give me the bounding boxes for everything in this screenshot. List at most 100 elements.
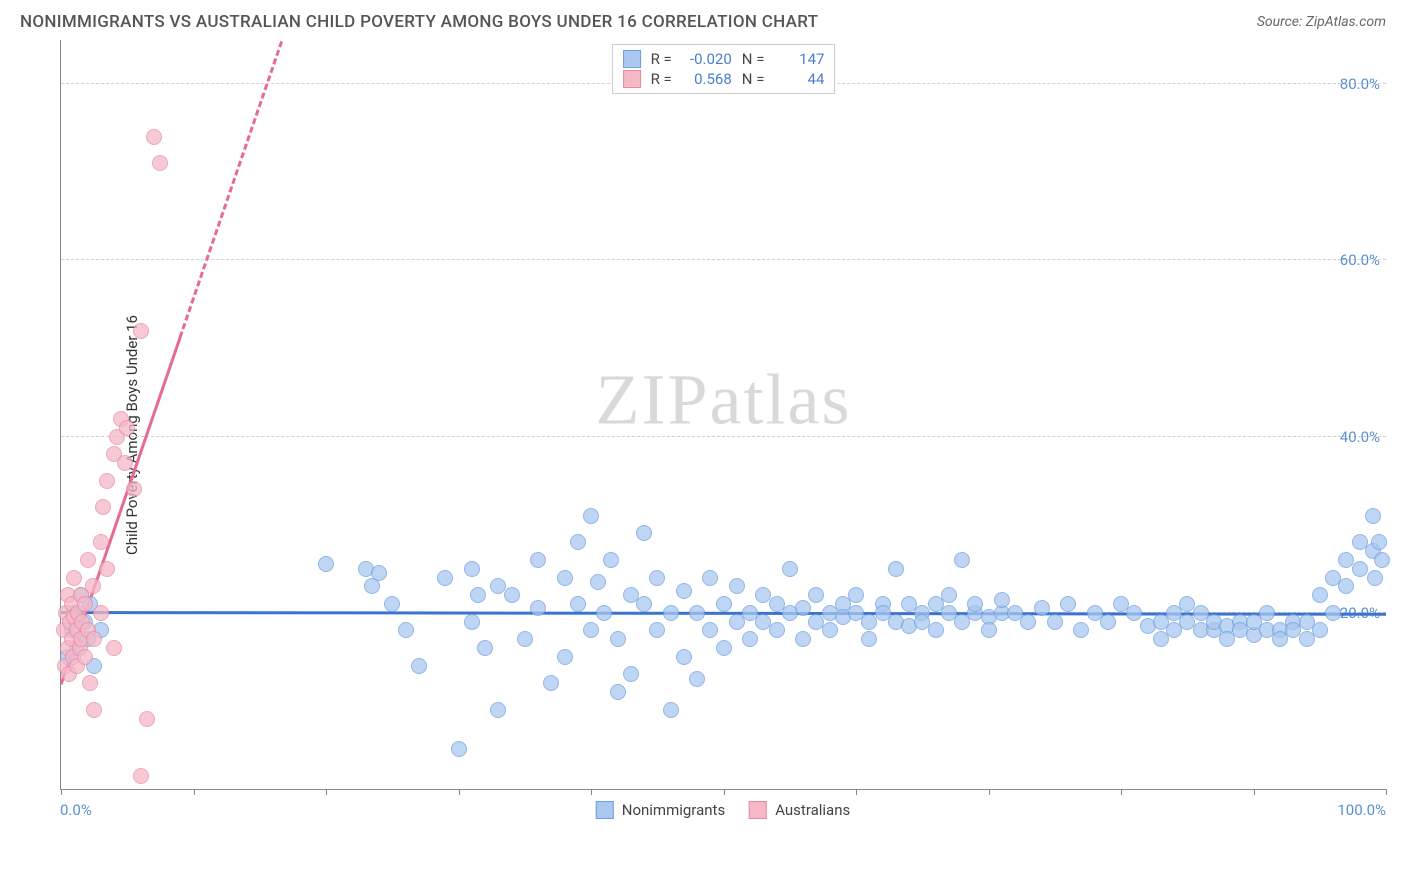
data-point	[663, 702, 679, 718]
legend-item-australians: Australians	[749, 801, 850, 819]
data-point	[517, 631, 533, 647]
swatch-pink	[623, 70, 641, 88]
data-point	[99, 561, 115, 577]
stats-legend: R = -0.020 N = 147 R = 0.568 N = 44	[612, 44, 836, 94]
data-point	[603, 552, 619, 568]
data-point	[119, 420, 135, 436]
data-point	[623, 666, 639, 682]
data-point	[117, 455, 133, 471]
data-point	[941, 587, 957, 603]
x-axis-max: 100.0%	[1337, 801, 1386, 819]
stats-row-nonimmigrants: R = -0.020 N = 147	[623, 49, 825, 69]
stats-row-australians: R = 0.568 N = 44	[623, 69, 825, 89]
data-point	[86, 702, 102, 718]
data-point	[583, 508, 599, 524]
swatch-blue	[623, 50, 641, 68]
x-tick	[1386, 789, 1387, 795]
r-label: R =	[651, 50, 672, 68]
n-label: N =	[742, 70, 765, 88]
data-point	[85, 578, 101, 594]
data-point	[1325, 605, 1341, 621]
source-prefix: Source:	[1257, 14, 1306, 30]
legend-item-nonimmigrants: Nonimmigrants	[596, 801, 725, 819]
data-point	[716, 596, 732, 612]
data-point	[596, 605, 612, 621]
data-point	[398, 622, 414, 638]
data-point	[1259, 605, 1275, 621]
data-point	[636, 596, 652, 612]
data-point	[82, 675, 98, 691]
data-point	[610, 684, 626, 700]
data-point	[139, 711, 155, 727]
n-value-1: 44	[774, 70, 824, 88]
y-tick-label: 80.0%	[1340, 75, 1380, 93]
trend-line	[179, 41, 283, 338]
data-point	[543, 675, 559, 691]
y-tick-label: 60.0%	[1340, 251, 1380, 269]
data-point	[676, 649, 692, 665]
x-axis: 0.0% Nonimmigrants Australians 100.0%	[60, 790, 1386, 830]
data-point	[1034, 600, 1050, 616]
data-point	[451, 741, 467, 757]
data-point	[676, 583, 692, 599]
data-point	[1365, 508, 1381, 524]
data-point	[99, 473, 115, 489]
data-point	[384, 596, 400, 612]
data-point	[636, 525, 652, 541]
data-point	[689, 671, 705, 687]
data-point	[570, 596, 586, 612]
legend-label-0: Nonimmigrants	[622, 801, 725, 819]
data-point	[318, 556, 334, 572]
data-point	[782, 561, 798, 577]
data-point	[1020, 614, 1036, 630]
data-point	[411, 658, 427, 674]
data-point	[769, 622, 785, 638]
data-point	[126, 481, 142, 497]
data-point	[464, 561, 480, 577]
header: NONIMMIGRANTS VS AUSTRALIAN CHILD POVERT…	[0, 0, 1406, 40]
data-point	[702, 622, 718, 638]
data-point	[981, 622, 997, 638]
data-point	[77, 596, 93, 612]
source-attribution: Source: ZipAtlas.com	[1257, 14, 1386, 30]
n-label: N =	[742, 50, 765, 68]
data-point	[689, 605, 705, 621]
data-point	[1047, 614, 1063, 630]
data-point	[716, 640, 732, 656]
data-point	[742, 631, 758, 647]
swatch-pink	[749, 801, 767, 819]
page-title: NONIMMIGRANTS VS AUSTRALIAN CHILD POVERT…	[20, 12, 818, 32]
data-point	[954, 552, 970, 568]
data-point	[133, 768, 149, 784]
source-name: ZipAtlas.com	[1306, 14, 1386, 30]
data-point	[1371, 534, 1387, 550]
data-point	[557, 570, 573, 586]
data-point	[504, 587, 520, 603]
gridline	[61, 259, 1386, 260]
data-point	[967, 596, 983, 612]
data-point	[106, 640, 122, 656]
data-point	[1374, 552, 1390, 568]
data-point	[994, 592, 1010, 608]
data-point	[795, 631, 811, 647]
data-point	[93, 534, 109, 550]
data-point	[437, 570, 453, 586]
data-point	[649, 570, 665, 586]
data-point	[610, 631, 626, 647]
data-point	[822, 622, 838, 638]
data-point	[583, 622, 599, 638]
data-point	[371, 565, 387, 581]
data-point	[1352, 561, 1368, 577]
legend-label-1: Australians	[775, 801, 850, 819]
series-legend: Nonimmigrants Australians	[596, 801, 851, 819]
x-axis-min: 0.0%	[60, 801, 92, 819]
data-point	[808, 587, 824, 603]
data-point	[86, 631, 102, 647]
r-value-0: -0.020	[682, 50, 732, 68]
r-value-1: 0.568	[682, 70, 732, 88]
data-point	[133, 323, 149, 339]
data-point	[1100, 614, 1116, 630]
data-point	[1338, 578, 1354, 594]
data-point	[795, 600, 811, 616]
data-point	[1060, 596, 1076, 612]
